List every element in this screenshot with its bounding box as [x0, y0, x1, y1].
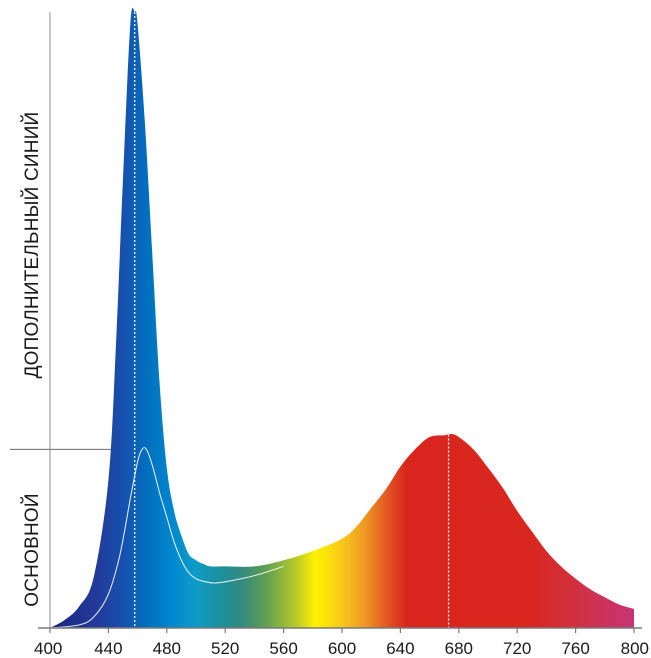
- x-tick-label-760: 760: [561, 639, 589, 658]
- x-tick-label-400: 400: [34, 639, 62, 658]
- x-tick-label-520: 520: [211, 639, 239, 658]
- x-tick-label-720: 720: [503, 639, 531, 658]
- x-tick-label-480: 480: [153, 639, 181, 658]
- x-tick-label-640: 640: [386, 639, 414, 658]
- x-tick-label-800: 800: [621, 639, 649, 658]
- x-tick-label-600: 600: [328, 639, 356, 658]
- x-tick-label-680: 680: [445, 639, 473, 658]
- basic-spectrum-line: [49, 447, 284, 629]
- total-spectrum-area: [50, 7, 634, 629]
- x-tick-label-560: 560: [269, 639, 297, 658]
- x-tick-label-440: 440: [94, 639, 122, 658]
